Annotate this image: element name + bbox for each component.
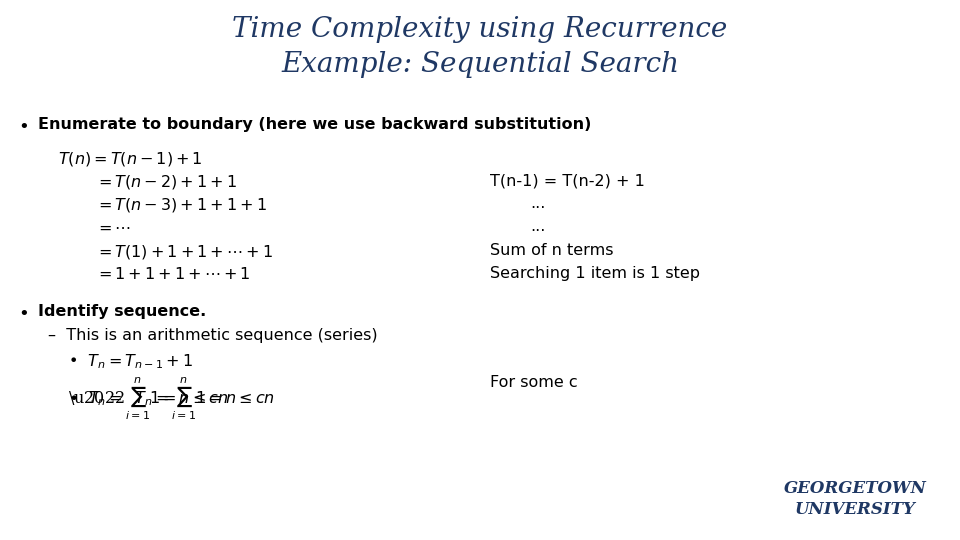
Text: Searching 1 item is 1 step: Searching 1 item is 1 step [490,266,700,281]
Text: GEORGETOWN
UNIVERSITY: GEORGETOWN UNIVERSITY [783,480,926,518]
Text: Enumerate to boundary (here we use backward substitution): Enumerate to boundary (here we use backw… [38,117,591,132]
Text: •  $T_n = T_{n-1} + 1$: • $T_n = T_{n-1} + 1$ [68,352,193,370]
Text: ...: ... [530,196,545,211]
Text: \u2022  $T_n = \sum_{i=1}^{n} 1 = n \leq cn$: \u2022 $T_n = \sum_{i=1}^{n} 1 = n \leq … [68,375,275,422]
Text: –  This is an arithmetic sequence (series): – This is an arithmetic sequence (series… [48,328,377,343]
Text: Time Complexity using Recurrence
Example: Sequential Search: Time Complexity using Recurrence Example… [232,16,728,78]
Text: T(n-1) = T(n-2) + 1: T(n-1) = T(n-2) + 1 [490,173,645,188]
Text: Identify sequence.: Identify sequence. [38,304,206,319]
Text: For some c: For some c [490,375,578,390]
Text: $= T(n-3) + 1 + 1 + 1$: $= T(n-3) + 1 + 1 + 1$ [95,196,267,214]
Text: $\bullet$  $T_n = \sum_{i=1}^{n} 1 = n \leq cn$: $\bullet$ $T_n = \sum_{i=1}^{n} 1 = n \l… [68,375,228,422]
Text: $= \cdots$: $= \cdots$ [95,219,131,236]
Text: $T(n) = T(n-1) + 1$: $T(n) = T(n-1) + 1$ [58,150,203,168]
Text: •: • [18,118,29,136]
Text: •: • [18,305,29,323]
Text: $= T(n-2) + 1 + 1$: $= T(n-2) + 1 + 1$ [95,173,237,191]
Text: $= 1 + 1 + 1 + \cdots + 1$: $= 1 + 1 + 1 + \cdots + 1$ [95,266,251,283]
Text: Sum of n terms: Sum of n terms [490,243,613,258]
Text: $= T(1) + 1 + 1 + \cdots + 1$: $= T(1) + 1 + 1 + \cdots + 1$ [95,243,273,261]
Text: ...: ... [530,219,545,234]
